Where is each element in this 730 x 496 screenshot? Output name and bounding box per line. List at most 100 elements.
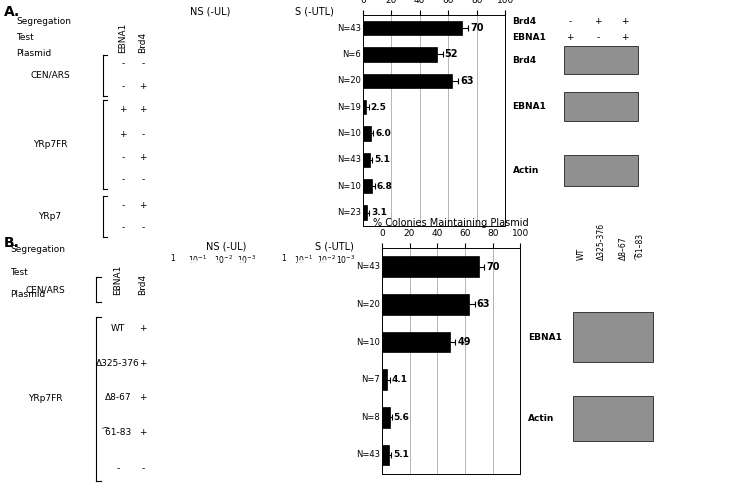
- Text: EBNA1: EBNA1: [113, 264, 123, 295]
- Circle shape: [320, 421, 327, 438]
- Circle shape: [324, 141, 328, 151]
- Circle shape: [180, 256, 201, 302]
- Circle shape: [215, 157, 231, 189]
- Circle shape: [297, 22, 311, 55]
- Circle shape: [215, 211, 231, 244]
- Circle shape: [239, 51, 254, 80]
- Text: Brd4: Brd4: [139, 273, 147, 295]
- Circle shape: [296, 447, 312, 488]
- Bar: [382, 444, 389, 465]
- Text: $10^{-3}$: $10^{-3}$: [237, 253, 256, 266]
- Bar: [363, 47, 437, 62]
- Text: Test: Test: [16, 33, 34, 42]
- Text: -: -: [142, 464, 145, 473]
- Text: EBNA1: EBNA1: [118, 23, 127, 54]
- Text: -: -: [142, 130, 145, 139]
- Text: Brd4: Brd4: [512, 17, 537, 26]
- Text: YRp7: YRp7: [39, 212, 61, 221]
- Text: Brd4: Brd4: [139, 32, 147, 54]
- Text: +: +: [139, 324, 147, 333]
- Circle shape: [295, 294, 312, 339]
- Circle shape: [239, 159, 254, 187]
- Circle shape: [298, 50, 310, 81]
- Text: N=43: N=43: [337, 155, 361, 164]
- Circle shape: [231, 335, 248, 373]
- Circle shape: [188, 156, 206, 190]
- Circle shape: [275, 73, 291, 112]
- Text: $10^{-1}$: $10^{-1}$: [188, 253, 207, 266]
- Bar: [363, 153, 370, 167]
- Circle shape: [205, 334, 223, 375]
- Circle shape: [345, 390, 347, 394]
- Text: WT: WT: [111, 324, 125, 333]
- Circle shape: [276, 183, 291, 218]
- Circle shape: [239, 78, 254, 107]
- Circle shape: [342, 57, 350, 74]
- Circle shape: [164, 208, 182, 247]
- Circle shape: [342, 29, 350, 48]
- Text: Δ8–67: Δ8–67: [618, 237, 628, 260]
- Circle shape: [235, 420, 244, 440]
- Text: +: +: [119, 130, 126, 139]
- Circle shape: [344, 463, 347, 472]
- Circle shape: [255, 337, 270, 372]
- Circle shape: [188, 102, 206, 137]
- Circle shape: [345, 427, 347, 433]
- Circle shape: [364, 466, 366, 468]
- Bar: [382, 332, 450, 352]
- Circle shape: [215, 103, 231, 136]
- Circle shape: [319, 455, 328, 480]
- Circle shape: [205, 297, 223, 337]
- Bar: [363, 73, 453, 88]
- Title: % Colonies Maintaining Plasmid: % Colonies Maintaining Plasmid: [373, 219, 529, 229]
- Circle shape: [325, 223, 328, 231]
- Circle shape: [215, 22, 231, 55]
- Circle shape: [300, 110, 308, 129]
- Text: -: -: [142, 176, 145, 185]
- Bar: [382, 407, 390, 428]
- Text: N=7: N=7: [361, 375, 380, 384]
- Text: N=43: N=43: [356, 262, 380, 271]
- Bar: [572, 312, 653, 362]
- Circle shape: [164, 19, 182, 58]
- Text: +: +: [621, 17, 629, 26]
- Text: N=43: N=43: [356, 450, 380, 459]
- Circle shape: [180, 445, 201, 490]
- Text: S (-UTL): S (-UTL): [295, 6, 334, 16]
- Text: N=10: N=10: [337, 182, 361, 190]
- Text: Segregation: Segregation: [10, 246, 66, 254]
- Text: +: +: [139, 82, 147, 91]
- Text: -: -: [121, 59, 124, 68]
- Text: CEN/ARS: CEN/ARS: [30, 70, 70, 80]
- Bar: [363, 179, 372, 193]
- Text: -: -: [142, 285, 145, 294]
- Circle shape: [345, 118, 346, 120]
- Circle shape: [180, 370, 201, 415]
- Circle shape: [297, 76, 311, 109]
- Text: B.: B.: [4, 236, 20, 249]
- Circle shape: [361, 306, 369, 328]
- Text: 52: 52: [445, 50, 458, 60]
- Text: 5.1: 5.1: [374, 155, 391, 164]
- Text: Δ325-376: Δ325-376: [597, 223, 607, 260]
- Text: N=20: N=20: [356, 300, 380, 309]
- Circle shape: [339, 301, 352, 333]
- Circle shape: [239, 24, 254, 53]
- Circle shape: [164, 73, 182, 112]
- Circle shape: [275, 46, 291, 85]
- Circle shape: [188, 75, 206, 110]
- Circle shape: [316, 298, 331, 336]
- Text: N=20: N=20: [337, 76, 361, 85]
- Text: EBNA1: EBNA1: [528, 333, 561, 342]
- Text: NS (-UL): NS (-UL): [190, 6, 230, 16]
- Circle shape: [236, 383, 244, 401]
- Circle shape: [215, 49, 231, 82]
- Text: $10^{-1}$: $10^{-1}$: [294, 253, 313, 266]
- Text: -: -: [121, 224, 124, 233]
- Circle shape: [261, 389, 264, 395]
- Text: 63: 63: [461, 76, 474, 86]
- Text: ͡61–83: ͡61–83: [639, 237, 648, 260]
- Text: -: -: [116, 285, 120, 294]
- Circle shape: [295, 332, 312, 377]
- Text: N=10: N=10: [337, 129, 361, 138]
